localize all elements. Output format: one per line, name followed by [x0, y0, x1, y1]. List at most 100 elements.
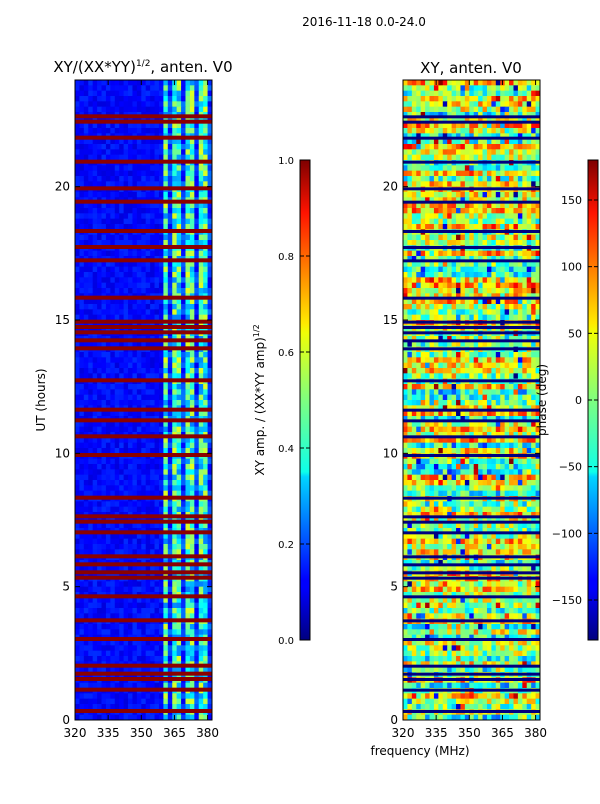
heatmap-b-cell	[452, 267, 457, 273]
heatmap-a-cell	[150, 192, 155, 198]
heatmap-a-cell	[132, 96, 137, 102]
heatmap-b-cell	[416, 155, 421, 161]
heatmap-b-cell	[456, 171, 461, 177]
heatmap-a-cell	[199, 693, 204, 699]
heatmap-a-cell	[106, 363, 111, 369]
heatmap-a-cell	[181, 277, 186, 283]
heatmap-a-cell	[141, 443, 146, 449]
heatmap-b-cell	[465, 192, 470, 198]
flagged-row	[75, 418, 212, 422]
heatmap-a-cell	[177, 192, 182, 198]
heatmap-b-cell	[531, 208, 536, 214]
heatmap-b-cell	[518, 208, 523, 214]
heatmap-a-cell	[106, 480, 111, 486]
heatmap-a-cell	[75, 651, 80, 657]
heatmap-a-cell	[84, 176, 89, 182]
heatmap-a-cell	[181, 539, 186, 545]
heatmap-b-cell	[469, 85, 474, 91]
heatmap-a-cell	[181, 208, 186, 214]
heatmap-a-cell	[150, 176, 155, 182]
heatmap-a-cell	[132, 101, 137, 107]
heatmap-a-cell	[119, 144, 124, 150]
heatmap-b-cell	[438, 213, 443, 219]
heatmap-a-cell	[79, 357, 84, 363]
heatmap-a-cell	[181, 629, 186, 635]
heatmap-a-cell	[137, 91, 142, 97]
colorbar-a-label-sup: 1/2	[252, 324, 261, 337]
heatmap-b-cell	[456, 240, 461, 246]
heatmap-a-cell	[128, 101, 133, 107]
flagged-row	[75, 408, 212, 412]
heatmap-a-cell	[124, 128, 129, 134]
heatmap-b-cell	[403, 149, 408, 155]
heatmap-a-cell	[119, 309, 124, 315]
heatmap-a-cell	[141, 384, 146, 390]
heatmap-b-cell	[505, 155, 510, 161]
heatmap-a-cell	[84, 208, 89, 214]
heatmap-b-cell	[438, 267, 443, 273]
heatmap-a-cell	[124, 475, 129, 481]
heatmap-b-cell	[496, 107, 501, 113]
heatmap-b-cell	[438, 85, 443, 91]
heatmap-a-cell	[137, 96, 142, 102]
heatmap-b-cell	[505, 240, 510, 246]
heatmap-a-cell	[115, 267, 120, 273]
heatmap-a-cell	[146, 608, 151, 614]
heatmap-a-cell	[79, 144, 84, 150]
heatmap-a-cell	[79, 213, 84, 219]
heatmap-b-cell	[430, 240, 435, 246]
heatmap-b-cell	[469, 176, 474, 182]
heatmap-b-cell	[434, 107, 439, 113]
heatmap-a-cell	[124, 235, 129, 241]
colorbar-tick-label: 0.4	[278, 444, 294, 455]
heatmap-a-cell	[102, 80, 107, 86]
heatmap-a-cell	[190, 283, 195, 289]
heatmap-a-cell	[155, 384, 160, 390]
heatmap-a-cell	[93, 603, 98, 609]
heatmap-a-cell	[141, 581, 146, 587]
heatmap-a-cell	[199, 101, 204, 107]
heatmap-a-cell	[124, 464, 129, 470]
heatmap-a-cell	[194, 464, 199, 470]
heatmap-a-cell	[84, 427, 89, 433]
heatmap-a-cell	[155, 80, 160, 86]
heatmap-a-cell	[106, 352, 111, 358]
heatmap-a-cell	[115, 544, 120, 550]
heatmap-a-cell	[132, 149, 137, 155]
heatmap-a-cell	[79, 475, 84, 481]
heatmap-b-cell	[487, 251, 492, 257]
heatmap-b-cell	[416, 267, 421, 273]
heatmap-a-cell	[190, 165, 195, 171]
heatmap-a-cell	[106, 272, 111, 278]
flagged-row	[75, 136, 212, 140]
heatmap-a-cell	[172, 624, 177, 630]
heatmap-a-cell	[119, 539, 124, 545]
heatmap-a-cell	[159, 283, 164, 289]
heatmap-a-cell	[185, 288, 190, 294]
heatmap-a-cell	[93, 149, 98, 155]
heatmap-b-cell	[522, 144, 527, 150]
heatmap-b-cell	[407, 181, 412, 187]
heatmap-a-cell	[146, 309, 151, 315]
heatmap-a-cell	[115, 389, 120, 395]
heatmap-a-cell	[159, 624, 164, 630]
heatmap-a-cell	[190, 581, 195, 587]
heatmap-a-cell	[110, 91, 115, 97]
heatmap-b-cell	[447, 176, 452, 182]
heatmap-a-cell	[177, 219, 182, 225]
heatmap-b-cell	[491, 235, 496, 241]
heatmap-b-cell	[438, 128, 443, 134]
heatmap-a-cell	[106, 176, 111, 182]
heatmap-a-cell	[132, 107, 137, 113]
heatmap-b-cell	[469, 240, 474, 246]
heatmap-a-cell	[124, 96, 129, 102]
heatmap-a-cell	[199, 395, 204, 401]
heatmap-a-cell	[177, 363, 182, 369]
heatmap-b-cell	[518, 101, 523, 107]
heatmap-b-cell	[505, 80, 510, 86]
heatmap-b-cell	[460, 107, 465, 113]
heatmap-a-cell	[102, 283, 107, 289]
heatmap-b-cell	[483, 128, 488, 134]
heatmap-a-cell	[141, 389, 146, 395]
heatmap-a-cell	[159, 400, 164, 406]
